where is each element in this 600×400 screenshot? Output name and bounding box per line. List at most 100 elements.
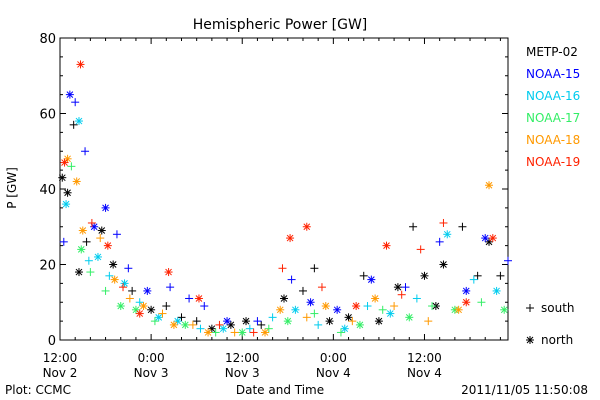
series-noaa-17	[67, 162, 509, 337]
south-point	[125, 294, 134, 303]
north-point	[306, 298, 315, 307]
south-point	[477, 298, 486, 307]
north-point	[223, 317, 232, 326]
north-point	[101, 203, 110, 212]
chart-legend: METP-02 NOAA-15 NOAA-16 NOAA-17 NOAA-18 NOAA-…	[526, 45, 580, 347]
footer-credit: Plot: CCMC	[5, 383, 71, 397]
south-point	[81, 147, 90, 156]
series-noaa-18	[63, 154, 494, 337]
south-point	[257, 320, 266, 329]
south-point	[84, 256, 93, 265]
south-point	[397, 290, 406, 299]
series-metp-02	[58, 120, 505, 333]
north-point	[93, 252, 102, 261]
south-point	[192, 317, 201, 326]
south-point	[473, 271, 482, 280]
north-point	[181, 320, 190, 329]
south-point	[401, 283, 410, 292]
north-point	[439, 260, 448, 269]
north-point	[76, 60, 85, 69]
north-marker-legend	[526, 336, 534, 344]
north-point	[485, 181, 494, 190]
south-point	[135, 298, 144, 307]
legend-item-noaa-15: NOAA-15	[526, 67, 580, 81]
south-point	[188, 320, 197, 329]
south-point	[162, 302, 171, 311]
north-point	[238, 328, 247, 337]
north-point	[261, 328, 270, 337]
north-point	[371, 294, 380, 303]
north-point	[280, 294, 288, 303]
south-point	[264, 324, 273, 333]
south-point	[177, 313, 186, 322]
north-point	[194, 294, 203, 303]
north-point	[58, 173, 67, 182]
north-point	[74, 117, 83, 126]
south-point	[348, 317, 357, 326]
marker-legend-label: south	[541, 301, 575, 315]
south-point	[439, 218, 448, 227]
x-tick-label-time: 0:00	[138, 351, 165, 365]
legend-item-noaa-16: NOAA-16	[526, 89, 580, 103]
y-tick-label: 80	[39, 32, 56, 47]
south-point	[150, 317, 159, 326]
south-point	[128, 286, 137, 295]
south-point	[196, 324, 205, 333]
south-point	[504, 256, 512, 265]
north-point	[154, 313, 163, 322]
north-point	[147, 305, 156, 314]
south-point	[278, 264, 287, 273]
south-point	[101, 286, 110, 295]
south-point	[409, 222, 418, 231]
legend-item-noaa-19: NOAA-19	[526, 155, 580, 169]
south-point	[200, 302, 209, 311]
north-point	[355, 320, 364, 329]
y-tick-label: 60	[39, 108, 56, 123]
south-point	[96, 234, 105, 243]
series-noaa-15	[59, 90, 512, 326]
south-point	[336, 328, 345, 337]
north-point	[143, 286, 152, 295]
north-point	[139, 302, 148, 311]
north-point	[481, 234, 490, 243]
south-point	[230, 328, 239, 337]
south-point	[302, 313, 311, 322]
south-point	[185, 294, 194, 303]
y-tick-label: 20	[39, 259, 56, 274]
north-point	[405, 313, 414, 322]
north-point	[78, 226, 87, 235]
north-point	[393, 283, 402, 292]
north-point	[352, 302, 361, 311]
south-point	[317, 283, 326, 292]
south-point	[69, 120, 78, 129]
south-point	[86, 268, 95, 277]
north-point	[242, 317, 251, 326]
y-axis-label: P [GW]	[5, 167, 19, 209]
south-point	[112, 230, 121, 239]
x-tick-label-date: Nov 2	[43, 366, 78, 380]
north-point	[120, 279, 129, 288]
south-marker-legend	[526, 304, 534, 312]
chart-title: Hemispheric Power [GW]	[193, 17, 368, 33]
legend-item-noaa-18: NOAA-18	[526, 133, 580, 147]
south-point	[496, 271, 505, 280]
north-point	[110, 275, 119, 284]
x-tick-label-date: Nov 3	[225, 366, 260, 380]
north-point	[276, 305, 285, 314]
south-point	[378, 305, 387, 314]
north-point	[492, 286, 501, 295]
north-point	[283, 317, 292, 326]
south-point	[119, 283, 128, 292]
south-point	[67, 162, 76, 171]
south-point	[298, 286, 307, 295]
north-point	[77, 245, 86, 254]
north-point	[488, 234, 497, 243]
south-point	[390, 302, 399, 311]
north-point	[382, 241, 391, 250]
north-point	[74, 268, 83, 277]
data-marks	[58, 60, 512, 337]
x-tick-label-time: 0:00	[320, 351, 347, 365]
south-point	[469, 275, 478, 284]
north-point	[420, 271, 429, 280]
